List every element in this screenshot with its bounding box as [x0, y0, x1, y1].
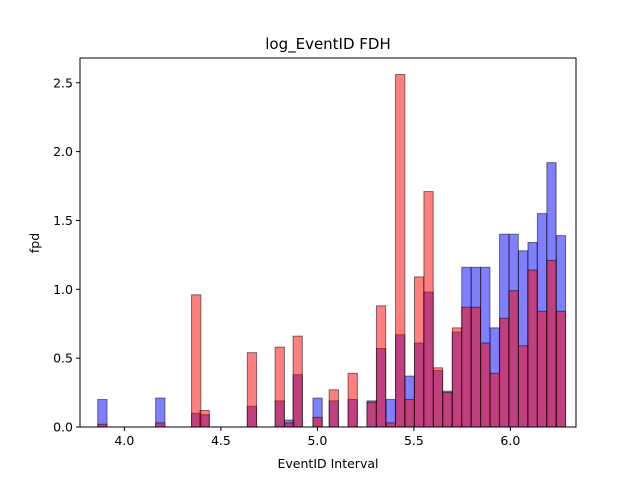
histogram-bar-series-2: [546, 259, 557, 428]
histogram-bar-series-2: [312, 416, 323, 428]
histogram-bar-series-2: [284, 422, 295, 428]
y-tick-label: 0.5: [53, 351, 73, 366]
histogram-bar-series-2: [527, 269, 538, 428]
histogram-bar-series-2: [489, 372, 500, 428]
histogram-bar-series-2: [292, 335, 303, 428]
bars-layer: [97, 74, 567, 428]
histogram-bar-series-2: [191, 294, 202, 428]
histogram-bar-series-2: [328, 389, 339, 428]
histogram-bar-series-2: [375, 305, 387, 428]
histogram-bar-series-2: [199, 409, 210, 428]
histogram-bar-series-2: [499, 317, 510, 428]
y-tick-label: 2.5: [53, 75, 73, 90]
y-axis-label: fpd: [27, 233, 42, 253]
histogram-bar-series-2: [404, 398, 415, 428]
histogram-bar-series-1: [97, 398, 108, 428]
histogram-bar-series-2: [480, 342, 491, 428]
histogram-bar-series-2: [423, 191, 434, 428]
x-tick-label: 5.5: [404, 433, 424, 448]
histogram-bar-series-2: [442, 392, 453, 428]
histogram-bar-series-2: [347, 372, 358, 428]
x-tick-label: 6.0: [500, 433, 520, 448]
histogram-bar-series-2: [508, 290, 519, 428]
x-axis-label: EventID Interval: [278, 456, 379, 471]
histogram-bar-series-2: [155, 422, 166, 428]
histogram-bar-series-2: [274, 346, 285, 428]
histogram-bar-series-2: [451, 327, 463, 428]
histogram-bar-series-2: [413, 276, 425, 428]
histogram-bar-series-2: [395, 74, 406, 428]
histogram-bar-series-2: [432, 367, 444, 428]
histogram-bar-series-2: [246, 352, 258, 428]
y-tick-label: 1.0: [53, 282, 73, 297]
histogram-bar-series-2: [555, 310, 567, 428]
y-tick-label: 0.0: [53, 420, 73, 435]
x-tick-label: 4.5: [211, 433, 231, 448]
plot-frame: [79, 57, 577, 428]
x-axis-ticks: 4.0 4.5 5.0 5.5 6.0: [114, 427, 520, 448]
histogram-bar-series-2: [536, 310, 548, 428]
x-tick-label: 4.0: [114, 433, 134, 448]
y-tick-label: 2.0: [53, 144, 73, 159]
histogram-bar-series-2: [385, 422, 396, 428]
y-tick-label: 1.5: [53, 213, 73, 228]
histogram-bar-series-2: [366, 401, 377, 428]
histogram-bar-series-2: [470, 306, 481, 428]
x-tick-label: 5.0: [307, 433, 327, 448]
chart-title: log_EventID FDH: [265, 35, 391, 54]
histogram-bar-series-2: [517, 345, 529, 428]
histogram-bar-series-2: [461, 306, 472, 428]
y-axis-ticks: 0.0 0.5 1.0 1.5 2.0 2.5: [53, 75, 80, 435]
